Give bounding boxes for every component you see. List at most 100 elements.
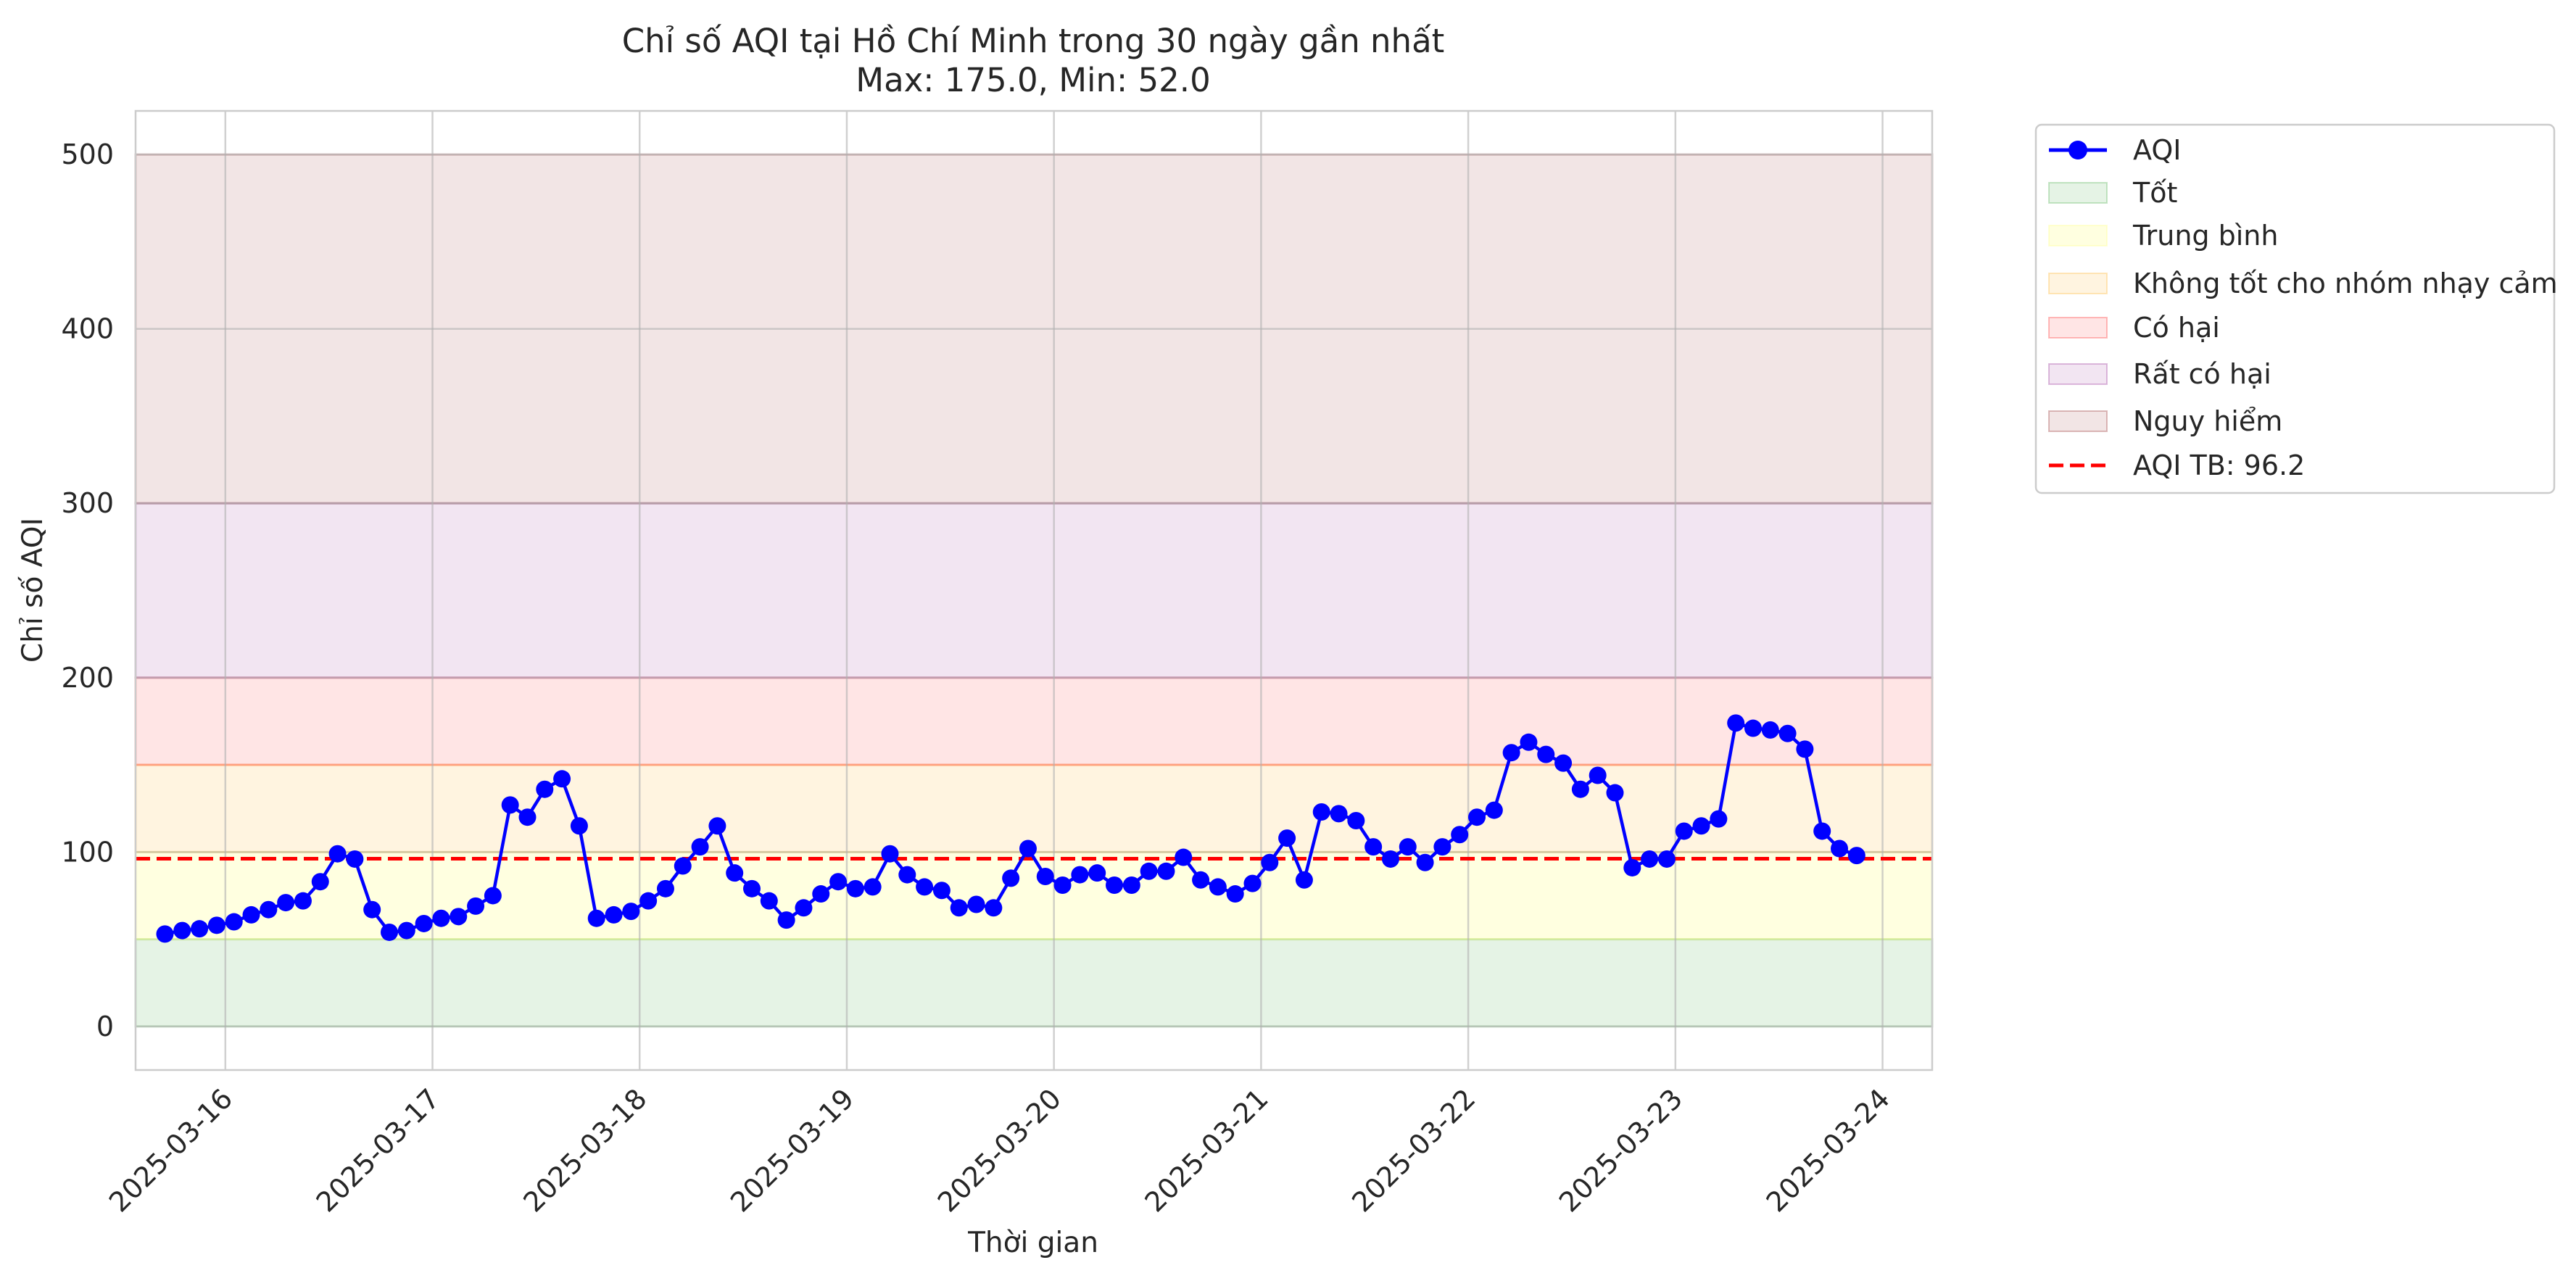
aqi-point-96	[1813, 822, 1831, 840]
aqi-point-42	[881, 845, 899, 863]
aqi-point-0	[156, 925, 174, 943]
legend-swatch-5	[2048, 363, 2108, 385]
legend-label-7: AQI TB: 96.2	[2133, 449, 2305, 481]
aqi-point-50	[1019, 840, 1037, 858]
aqi-point-84	[1606, 784, 1624, 802]
x-tick-label-6: 2025-03-22	[1346, 1082, 1481, 1218]
x-tick-label-7: 2025-03-23	[1553, 1082, 1689, 1218]
aqi-point-81	[1554, 754, 1573, 772]
aqi-point-61	[1209, 878, 1227, 896]
x-tick-label-2: 2025-03-18	[517, 1082, 653, 1218]
y-tick-label-3: 300	[61, 487, 114, 519]
aqi-point-44	[916, 878, 934, 896]
legend-swatch-3	[2048, 273, 2108, 294]
aqi-markers	[156, 714, 1865, 943]
aqi-point-32	[708, 817, 726, 835]
x-tick-label-3: 2025-03-19	[724, 1082, 860, 1218]
legend-label-3: Không tốt cho nhóm nhạy cảm	[2133, 268, 2558, 299]
band-4	[134, 502, 1934, 679]
legend-swatch-2	[2048, 225, 2108, 246]
band-3	[134, 676, 1934, 766]
x-tick-label-0: 2025-03-16	[103, 1082, 239, 1218]
chart-subtitle: Max: 175.0, Min: 52.0	[856, 61, 1210, 99]
aqi-point-24	[570, 817, 588, 835]
aqi-point-17	[450, 908, 468, 926]
x-tick-label-1: 2025-03-17	[310, 1082, 446, 1218]
aqi-point-27	[622, 903, 640, 921]
aqi-point-7	[277, 894, 295, 912]
legend-swatch-6	[2048, 410, 2108, 432]
aqi-point-46	[950, 899, 968, 917]
aqi-point-93	[1761, 721, 1779, 739]
aqi-point-15	[415, 914, 433, 932]
aqi-point-98	[1847, 847, 1865, 865]
aqi-point-37	[795, 899, 813, 917]
aqi-point-22	[536, 780, 554, 798]
legend-label-1: Tốt	[2132, 177, 2177, 209]
aqi-point-94	[1778, 724, 1797, 742]
aqi-point-18	[467, 897, 485, 915]
aqi-point-63	[1243, 874, 1262, 892]
y-tick-label-4: 400	[61, 313, 114, 345]
aqi-point-73	[1416, 853, 1434, 871]
legend-label-2: Trung bình	[2132, 220, 2278, 252]
y-tick-label-1: 100	[61, 836, 114, 868]
aqi-point-28	[639, 892, 658, 910]
aqi-point-20	[501, 796, 519, 814]
x-axis-label: Thời gian	[967, 1227, 1098, 1259]
legend-label-4: Có hại	[2133, 312, 2220, 344]
aqi-point-30	[674, 857, 692, 875]
aqi-point-66	[1295, 871, 1313, 889]
aqi-point-16	[432, 909, 450, 927]
aqi-point-43	[898, 866, 916, 884]
aqi-point-69	[1347, 812, 1365, 830]
aqi-point-86	[1641, 850, 1659, 868]
aqi-point-14	[397, 921, 415, 940]
aqi-point-68	[1330, 805, 1348, 823]
aqi-point-26	[605, 905, 623, 924]
aqi-point-8	[294, 892, 312, 910]
aqi-point-12	[363, 900, 381, 919]
x-tick-label-4: 2025-03-20	[932, 1082, 1067, 1218]
aqi-point-38	[812, 885, 830, 903]
aqi-point-9	[311, 873, 329, 891]
aqi-point-92	[1744, 719, 1762, 737]
aqi-point-60	[1192, 871, 1210, 889]
aqi-point-82	[1571, 780, 1589, 798]
aqi-point-29	[656, 879, 674, 897]
aqi-point-83	[1589, 766, 1607, 784]
y-axis-label: Chỉ số AQI	[17, 518, 49, 663]
aqi-point-19	[484, 887, 502, 905]
aqi-point-89	[1692, 817, 1710, 835]
aqi-point-36	[777, 911, 795, 929]
aqi-point-85	[1623, 858, 1641, 876]
aqi-bands	[134, 153, 1934, 1028]
aqi-point-54	[1088, 864, 1106, 882]
aqi-point-88	[1675, 822, 1693, 840]
aqi-point-33	[726, 864, 744, 882]
aqi-point-2	[191, 920, 209, 938]
y-tick-label-5: 500	[61, 138, 114, 170]
legend-marker-aqi	[2068, 141, 2087, 159]
aqi-point-75	[1451, 826, 1469, 844]
chart-title: Chỉ số AQI tại Hồ Chí Minh trong 30 ngày…	[622, 22, 1445, 60]
legend-label-6: Nguy hiểm	[2133, 405, 2282, 437]
aqi-point-80	[1537, 745, 1555, 763]
aqi-point-40	[846, 879, 864, 897]
legend-swatch-1	[2048, 182, 2108, 204]
aqi-point-35	[760, 892, 778, 910]
aqi-point-76	[1468, 808, 1486, 826]
legend-label-0: AQI	[2133, 134, 2181, 166]
y-tick-label-2: 200	[61, 662, 114, 694]
y-tick-labels: 0 100 200 300 400 500	[61, 138, 114, 1042]
aqi-point-23	[553, 770, 571, 788]
aqi-point-45	[932, 882, 951, 900]
aqi-point-3	[207, 916, 225, 934]
aqi-point-64	[1261, 853, 1279, 871]
legend: AQI Tốt Trung bình Không tốt cho nhóm nhạy …	[2034, 123, 2558, 494]
aqi-point-71	[1381, 850, 1399, 868]
aqi-point-48	[985, 899, 1003, 917]
aqi-point-79	[1520, 733, 1538, 751]
aqi-point-53	[1071, 866, 1089, 884]
